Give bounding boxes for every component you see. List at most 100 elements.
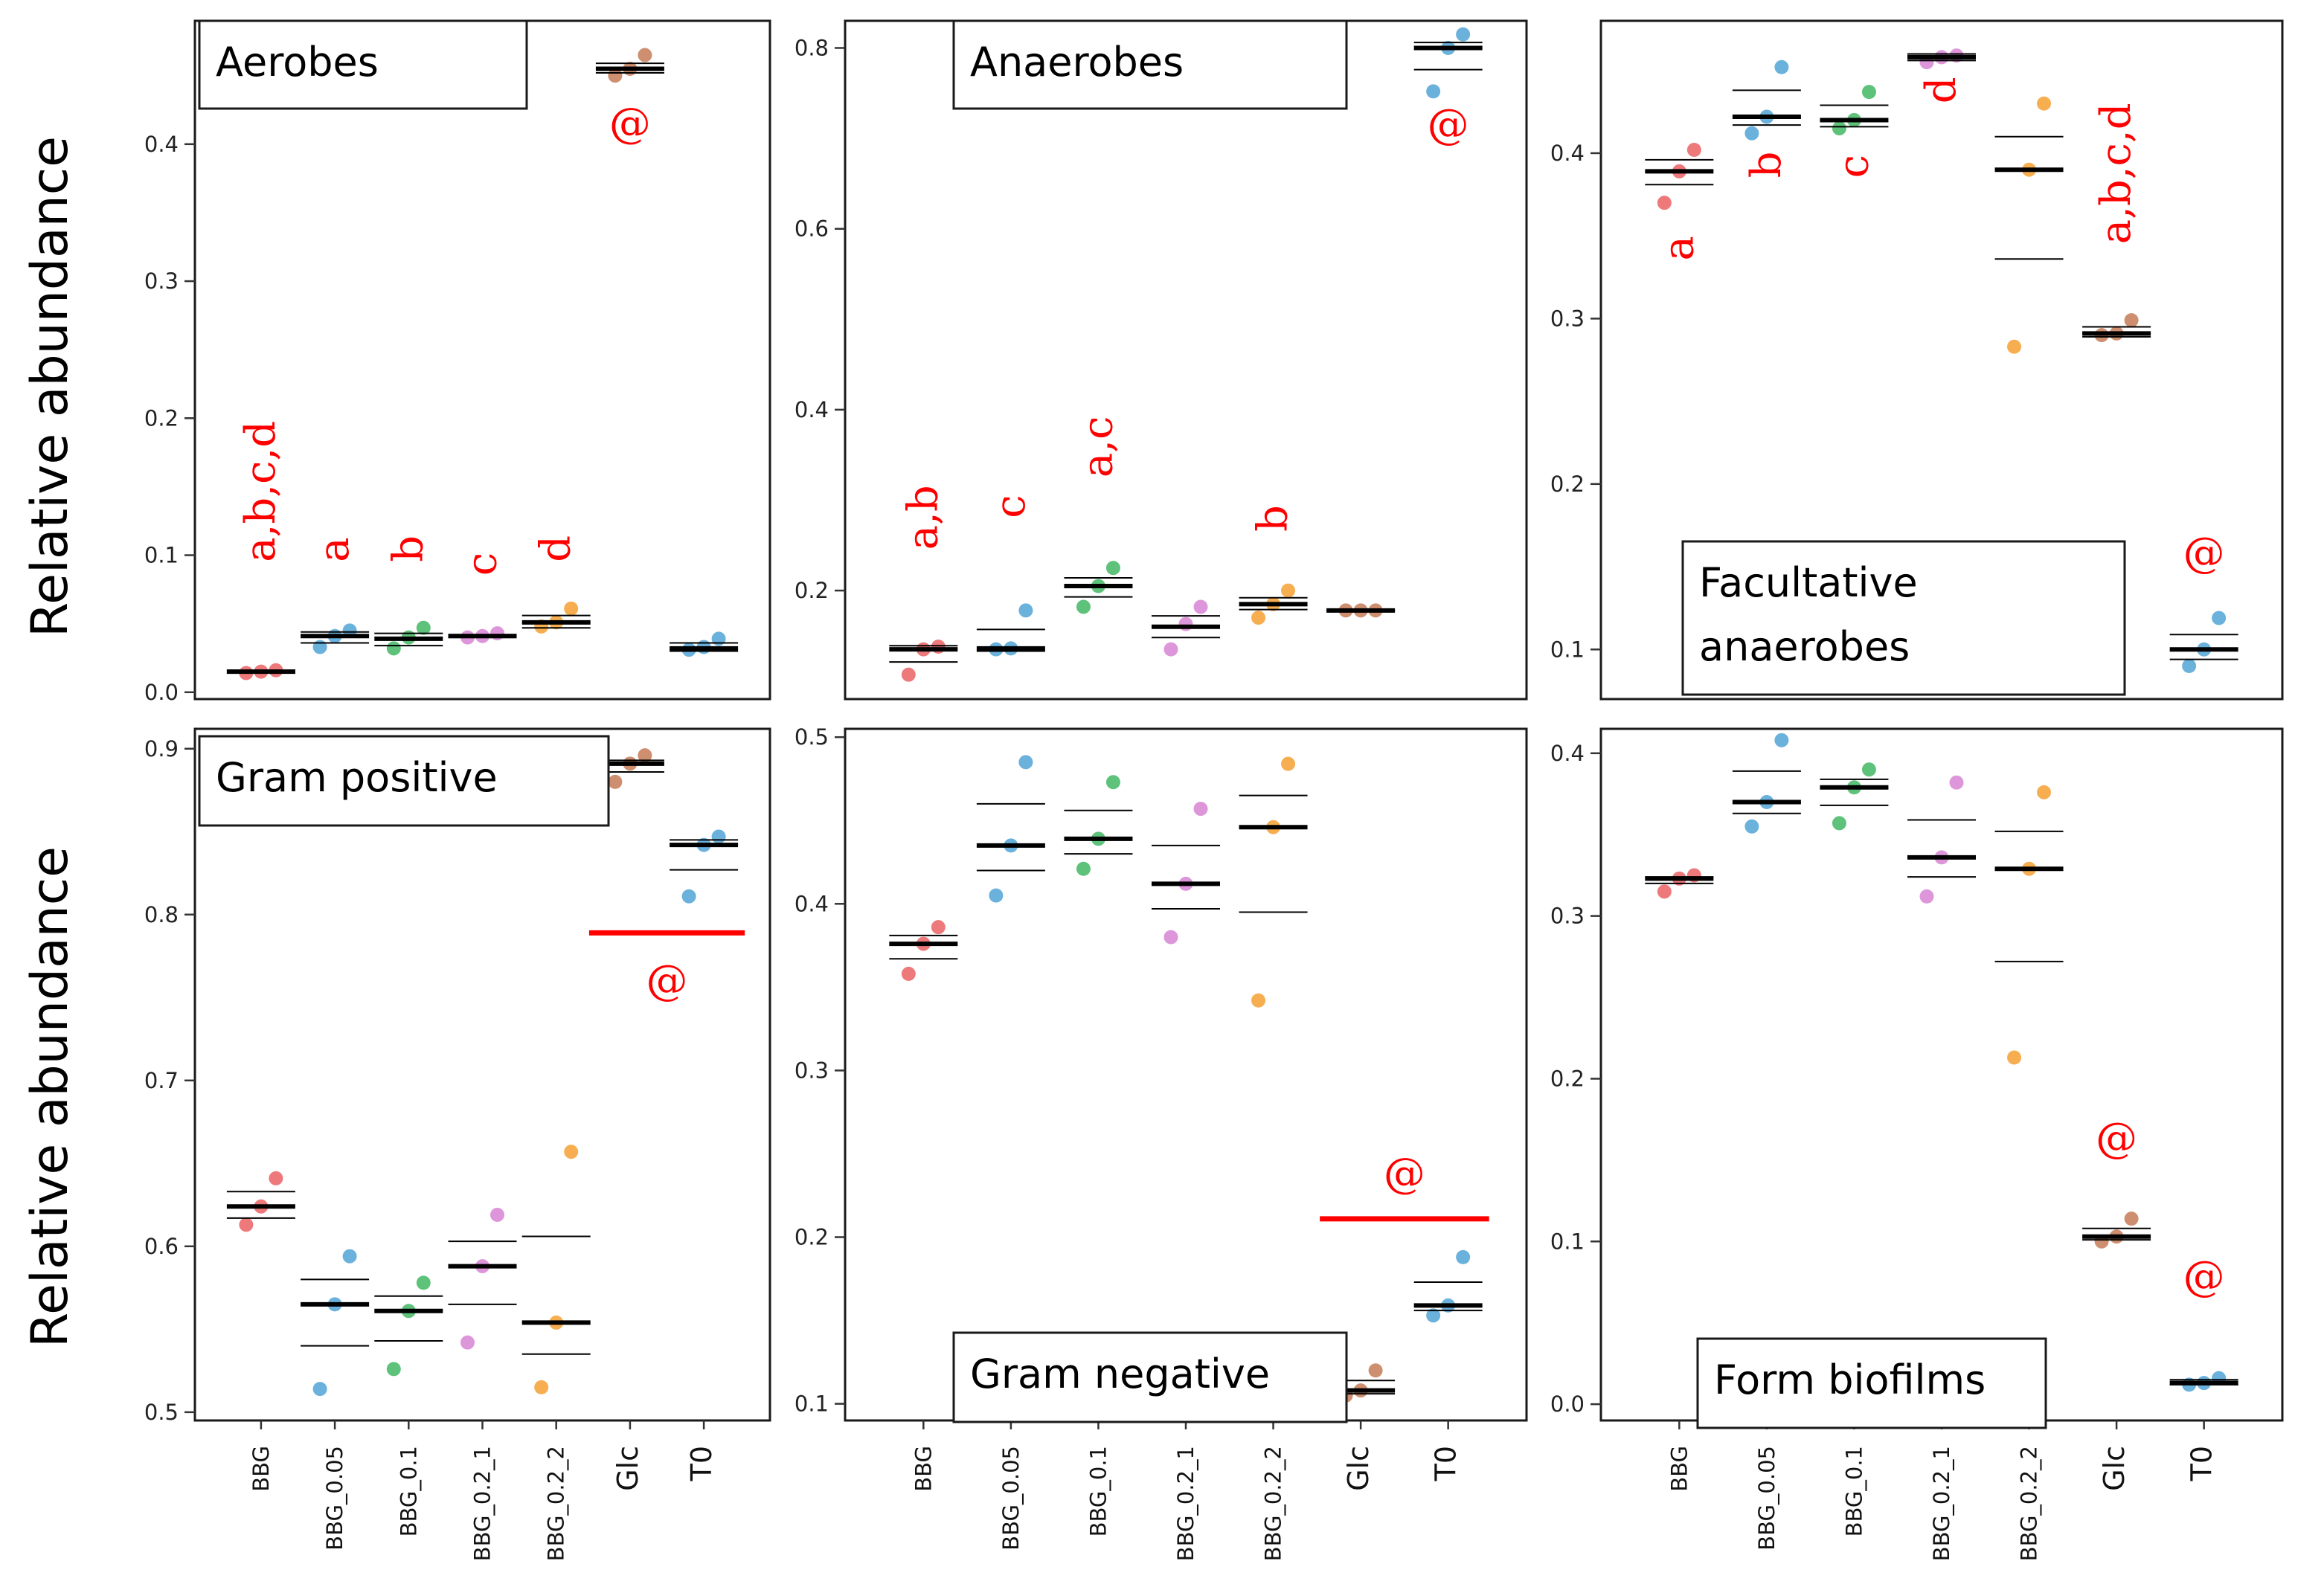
data-point-bbg-0-05: [1018, 755, 1033, 770]
panel-title: Aerobes: [216, 39, 379, 86]
data-point-bbg-0-2-2: [2037, 785, 2052, 799]
panel-anaerobes: 0.2 0.4 0.6 0.8 a,b c a,c b @ Anaerobes: [795, 19, 1528, 701]
data-point-bbg-0-1: [1861, 762, 1876, 777]
significance-label: c: [458, 553, 507, 576]
data-point-bbg: [901, 966, 916, 981]
panel-title-box: [952, 1331, 1348, 1423]
data-point-bbg: [1657, 196, 1672, 210]
significance-label: @: [609, 100, 651, 148]
data-point-bbg-0-1: [1832, 121, 1846, 136]
significance-label: @: [2183, 1252, 2225, 1301]
data-point-bbg: [1657, 884, 1672, 899]
x-label-bbg-0-2-1: BBG_0.2_1: [1929, 1446, 1954, 1561]
x-label-bbg-0-1: BBG_0.1: [1841, 1446, 1866, 1536]
y-tick-label: 0.1: [1550, 1229, 1585, 1254]
x-label-bbg-0-1: BBG_0.1: [396, 1446, 421, 1536]
y-tick-label: 0.9: [144, 736, 179, 762]
data-point-bbg-0-05: [1018, 603, 1033, 618]
panel-title: Facultative: [1699, 559, 1918, 606]
data-point-bbg-0-2-2: [1251, 611, 1266, 625]
x-label-bbg: BBG: [248, 1446, 274, 1492]
x-label-t0: T0: [685, 1446, 718, 1481]
x-label-bbg-0-05: BBG_0.05: [322, 1446, 347, 1551]
data-point-bbg-0-2-1: [1193, 802, 1208, 817]
data-point-glc: [1368, 1363, 1383, 1378]
data-point-bbg-0-2-1: [1163, 642, 1178, 657]
plot-frame: [844, 19, 1528, 701]
significance-label: @: [2096, 1114, 2137, 1162]
data-point-bbg-0-1: [416, 620, 431, 635]
data-point-bbg-0-2-1: [1949, 775, 1964, 790]
x-label-glc: Glc: [2098, 1446, 2131, 1491]
y-tick-label: 0.4: [795, 397, 829, 422]
significance-label: @: [646, 956, 688, 1005]
data-point-t0: [1426, 84, 1441, 99]
data-point-t0: [681, 889, 696, 904]
data-point-bbg-0-1: [1105, 561, 1120, 576]
data-point-bbg-0-05: [1744, 819, 1759, 834]
data-point-bbg-0-1: [386, 641, 401, 656]
data-point-bbg-0-2-1: [490, 1207, 504, 1222]
panel-title-box: [1696, 1337, 2047, 1429]
y-tick-label: 0.2: [1550, 1066, 1585, 1091]
plot-frame: [1599, 19, 2284, 701]
data-point-bbg-0-1: [1105, 775, 1120, 790]
y-tick-label: 0.2: [1550, 472, 1585, 497]
y-tick-label: 0.5: [144, 1400, 179, 1425]
panel-title: anaerobes: [1699, 623, 1910, 670]
data-point-bbg-0-2-1: [1919, 889, 1934, 904]
data-point-bbg-0-2-1: [1178, 617, 1193, 631]
data-point-bbg-0-2-1: [1163, 930, 1178, 944]
x-label-bbg-0-1: BBG_0.1: [1085, 1446, 1111, 1536]
data-point-bbg-0-1: [1076, 861, 1091, 876]
x-label-glc: Glc: [612, 1446, 644, 1491]
data-point-bbg-0-05: [1774, 733, 1789, 747]
data-point-bbg-0-05: [1744, 126, 1759, 141]
data-point-bbg-0-2-2: [564, 601, 579, 616]
y-tick-label: 0.4: [795, 891, 829, 916]
significance-label: c: [986, 495, 1035, 518]
x-label-bbg-0-2-2: BBG_0.2_2: [544, 1446, 569, 1561]
panel-aerobes: 0.0 0.1 0.2 0.3 0.4 a,b,c,d a b c d @ Aerobes: [144, 19, 771, 705]
significance-label: d: [532, 535, 580, 562]
x-label-bbg: BBG: [911, 1446, 936, 1492]
plot-frame: [1599, 727, 2284, 1422]
ylabel-top: Relative abundance: [21, 136, 80, 637]
x-label-bbg: BBG: [1666, 1446, 1692, 1492]
y-tick-label: 0.2: [795, 578, 829, 603]
data-point-bbg: [901, 667, 916, 682]
panel-title-box: [198, 19, 528, 110]
panel-title: Form biofilms: [1714, 1357, 1986, 1403]
data-point-bbg-0-2-2: [2007, 1050, 2022, 1065]
y-tick-label: 0.0: [1550, 1391, 1585, 1417]
panel-title: Gram positive: [216, 754, 498, 801]
data-point-bbg: [931, 920, 946, 935]
data-point-bbg-0-2-2: [2037, 96, 2052, 111]
plot-frame: [193, 19, 771, 701]
significance-label: c: [1829, 155, 1878, 178]
data-point-bbg: [239, 1217, 254, 1232]
significance-label: a: [1654, 236, 1703, 260]
panel-title: Gram negative: [970, 1351, 1270, 1397]
data-point-t0: [2182, 659, 2197, 674]
x-label-bbg-0-2-2: BBG_0.2_2: [1261, 1446, 1286, 1561]
significance-label: @: [2183, 529, 2225, 577]
data-point-bbg-0-1: [416, 1275, 431, 1290]
panel-title-box: [952, 19, 1348, 110]
panel-facultative-anaerobes: 0.1 0.2 0.3 0.4 a b c d a,b,c,d @ Facultative anaer…: [1550, 19, 2284, 701]
significance-label: a,b,c,d: [2092, 103, 2140, 244]
significance-label: a,b,c,d: [237, 421, 285, 562]
significance-label: b: [1742, 151, 1791, 178]
data-point-glc: [2124, 1211, 2139, 1226]
data-point-bbg-0-2-2: [564, 1145, 579, 1159]
panel-gram-positive: 0.5 0.6 0.7 0.8 0.9 BBG BBG_0.05 BBG_0.1 BBG_0.2…: [144, 727, 771, 1561]
y-tick-label: 0.1: [795, 1391, 829, 1417]
y-tick-label: 0.5: [795, 724, 829, 750]
y-tick-label: 0.7: [144, 1068, 179, 1093]
data-point-bbg: [269, 1171, 283, 1185]
x-label-t0: T0: [2186, 1446, 2218, 1481]
y-tick-label: 0.1: [144, 543, 179, 568]
data-point-bbg-0-05: [342, 1249, 357, 1264]
y-tick-label: 0.3: [1550, 306, 1585, 331]
